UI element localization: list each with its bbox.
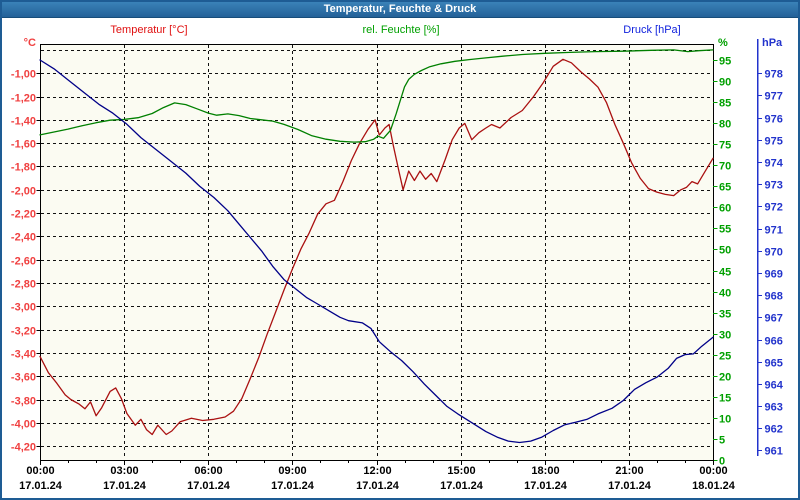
svg-text:-1,40: -1,40 [11, 116, 36, 128]
svg-text:-3,60: -3,60 [11, 372, 36, 384]
svg-text:35: 35 [719, 309, 731, 321]
svg-text:-4,20: -4,20 [11, 442, 36, 454]
svg-text:40: 40 [719, 288, 731, 300]
svg-text:17.01.24: 17.01.24 [19, 480, 63, 492]
svg-text:-2,00: -2,00 [11, 186, 36, 198]
svg-text:30: 30 [719, 330, 731, 342]
window-title: Temperatur, Feuchte & Druck [323, 3, 477, 15]
svg-text:50: 50 [719, 245, 731, 257]
svg-text:65: 65 [719, 182, 731, 194]
svg-text:95: 95 [719, 56, 731, 68]
legend-pressure: Druck [hPa] [623, 24, 681, 36]
axis-unit-hpa: hPa [762, 37, 783, 49]
svg-text:90: 90 [719, 77, 731, 89]
svg-text:964: 964 [765, 380, 784, 392]
svg-text:09:00: 09:00 [278, 465, 306, 477]
svg-text:973: 973 [765, 180, 783, 192]
svg-text:970: 970 [765, 247, 783, 259]
svg-text:962: 962 [765, 424, 783, 436]
svg-text:-2,60: -2,60 [11, 256, 36, 268]
svg-text:968: 968 [765, 291, 783, 303]
svg-text:-1,60: -1,60 [11, 139, 36, 151]
svg-text:0: 0 [719, 456, 725, 468]
svg-text:17.01.24: 17.01.24 [440, 480, 484, 492]
svg-text:55: 55 [719, 224, 731, 236]
svg-text:978: 978 [765, 69, 783, 81]
svg-text:10: 10 [719, 414, 731, 426]
svg-text:80: 80 [719, 119, 731, 131]
axis-unit-celsius: °C [23, 37, 36, 49]
svg-text:-3,80: -3,80 [11, 396, 36, 408]
svg-text:966: 966 [765, 336, 783, 348]
svg-text:-3,40: -3,40 [11, 349, 36, 361]
svg-text:00:00: 00:00 [26, 465, 54, 477]
svg-text:-1,80: -1,80 [11, 162, 36, 174]
svg-text:965: 965 [765, 358, 783, 370]
svg-text:25: 25 [719, 351, 731, 363]
title-bar: Temperatur, Feuchte & Druck [2, 2, 798, 18]
svg-text:17.01.24: 17.01.24 [103, 480, 147, 492]
svg-text:-2,20: -2,20 [11, 209, 36, 221]
svg-text:17.01.24: 17.01.24 [608, 480, 652, 492]
svg-text:85: 85 [719, 98, 731, 110]
svg-text:75: 75 [719, 140, 731, 152]
svg-text:17.01.24: 17.01.24 [524, 480, 568, 492]
svg-text:15:00: 15:00 [447, 465, 475, 477]
svg-text:06:00: 06:00 [194, 465, 222, 477]
svg-text:961: 961 [765, 446, 783, 458]
svg-text:21:00: 21:00 [615, 465, 643, 477]
svg-text:00:00: 00:00 [699, 465, 727, 477]
svg-text:18.01.24: 18.01.24 [692, 480, 736, 492]
svg-text:972: 972 [765, 202, 783, 214]
svg-text:977: 977 [765, 91, 783, 103]
axis-unit-percent: % [718, 37, 728, 49]
svg-text:963: 963 [765, 402, 783, 414]
svg-text:45: 45 [719, 267, 731, 279]
svg-text:-1,20: -1,20 [11, 93, 36, 105]
legend-temperature: Temperatur [°C] [110, 24, 188, 36]
svg-text:-3,20: -3,20 [11, 326, 36, 338]
svg-text:12:00: 12:00 [363, 465, 391, 477]
svg-text:70: 70 [719, 161, 731, 173]
svg-text:60: 60 [719, 203, 731, 215]
svg-text:971: 971 [765, 225, 783, 237]
svg-text:15: 15 [719, 393, 731, 405]
svg-text:974: 974 [765, 158, 784, 170]
svg-text:-3,00: -3,00 [11, 302, 36, 314]
svg-text:967: 967 [765, 313, 783, 325]
svg-text:17.01.24: 17.01.24 [187, 480, 231, 492]
svg-text:18:00: 18:00 [531, 465, 559, 477]
svg-text:17.01.24: 17.01.24 [356, 480, 400, 492]
svg-text:-4,00: -4,00 [11, 419, 36, 431]
svg-text:976: 976 [765, 114, 783, 126]
svg-text:969: 969 [765, 269, 783, 281]
svg-text:-1,00: -1,00 [11, 69, 36, 81]
svg-text:03:00: 03:00 [110, 465, 138, 477]
svg-text:-2,80: -2,80 [11, 279, 36, 291]
svg-text:17.01.24: 17.01.24 [271, 480, 315, 492]
svg-text:975: 975 [765, 136, 783, 148]
svg-text:-2,40: -2,40 [11, 232, 36, 244]
svg-text:5: 5 [719, 435, 725, 447]
svg-text:20: 20 [719, 372, 731, 384]
series-header-row: Temperatur [°C] rel. Feuchte [%] Druck [… [2, 24, 798, 38]
legend-humidity: rel. Feuchte [%] [362, 24, 440, 36]
